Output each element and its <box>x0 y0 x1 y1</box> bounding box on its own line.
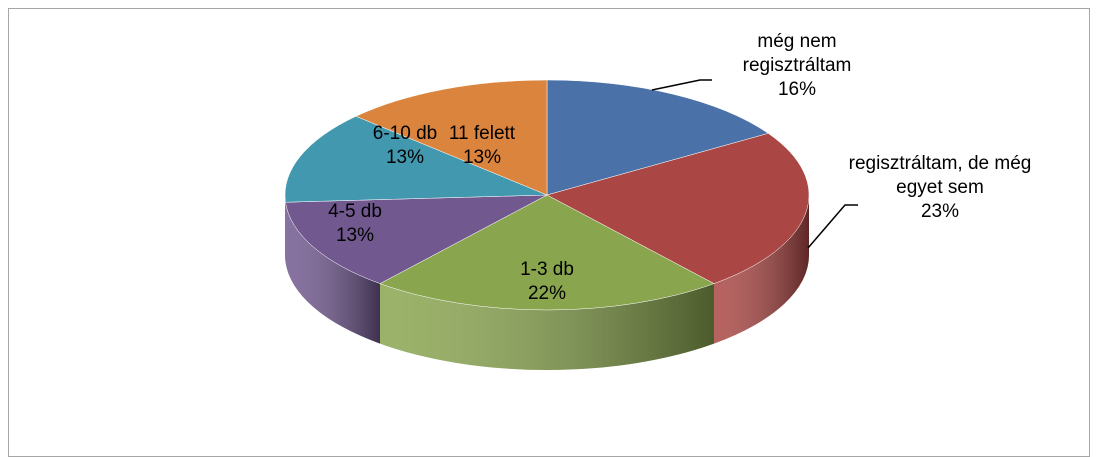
slice-side <box>285 195 286 263</box>
data-label: 1-3 db 22% <box>487 258 607 306</box>
data-label: 6-10 db 13% <box>350 122 460 170</box>
data-label: regisztráltam, de még egyet sem 23% <box>848 152 1033 224</box>
data-label: még nem regisztráltam 16% <box>717 30 877 102</box>
pie-sides <box>285 195 809 370</box>
leader-line <box>651 79 712 91</box>
slice <box>285 194 548 284</box>
slice-side-shade <box>714 195 809 344</box>
slice-percent: 23% <box>920 201 960 222</box>
slice-name: 6-10 db <box>372 123 438 144</box>
slice <box>355 79 548 196</box>
slice-name: 11 felett <box>448 123 516 144</box>
pie-tops <box>284 79 810 311</box>
slice-name: 4-5 db <box>328 201 382 222</box>
slice-side-shade <box>379 283 715 370</box>
data-label: 4-5 db 13% <box>305 200 405 248</box>
slice-name: még nem regisztráltam <box>742 31 852 76</box>
slice <box>379 194 715 311</box>
data-label: 11 felett 13% <box>427 122 537 170</box>
slice-side <box>285 202 380 344</box>
slice-side <box>714 195 809 344</box>
leader-line <box>807 204 858 249</box>
slice-side <box>379 283 715 370</box>
slice-percent: 13% <box>462 147 502 168</box>
slice <box>546 133 810 284</box>
slice-name: regisztráltam, de még egyet sem <box>848 153 1032 198</box>
slice-percent: 13% <box>335 225 375 246</box>
slice-percent: 13% <box>385 147 425 168</box>
slice-side-shade <box>285 202 380 344</box>
slice-percent: 22% <box>527 283 567 304</box>
slice-side-shade <box>285 195 286 263</box>
slice <box>284 116 548 203</box>
slice-name: 1-3 db <box>520 259 574 280</box>
slice <box>546 79 769 196</box>
slice-percent: 16% <box>777 79 817 100</box>
